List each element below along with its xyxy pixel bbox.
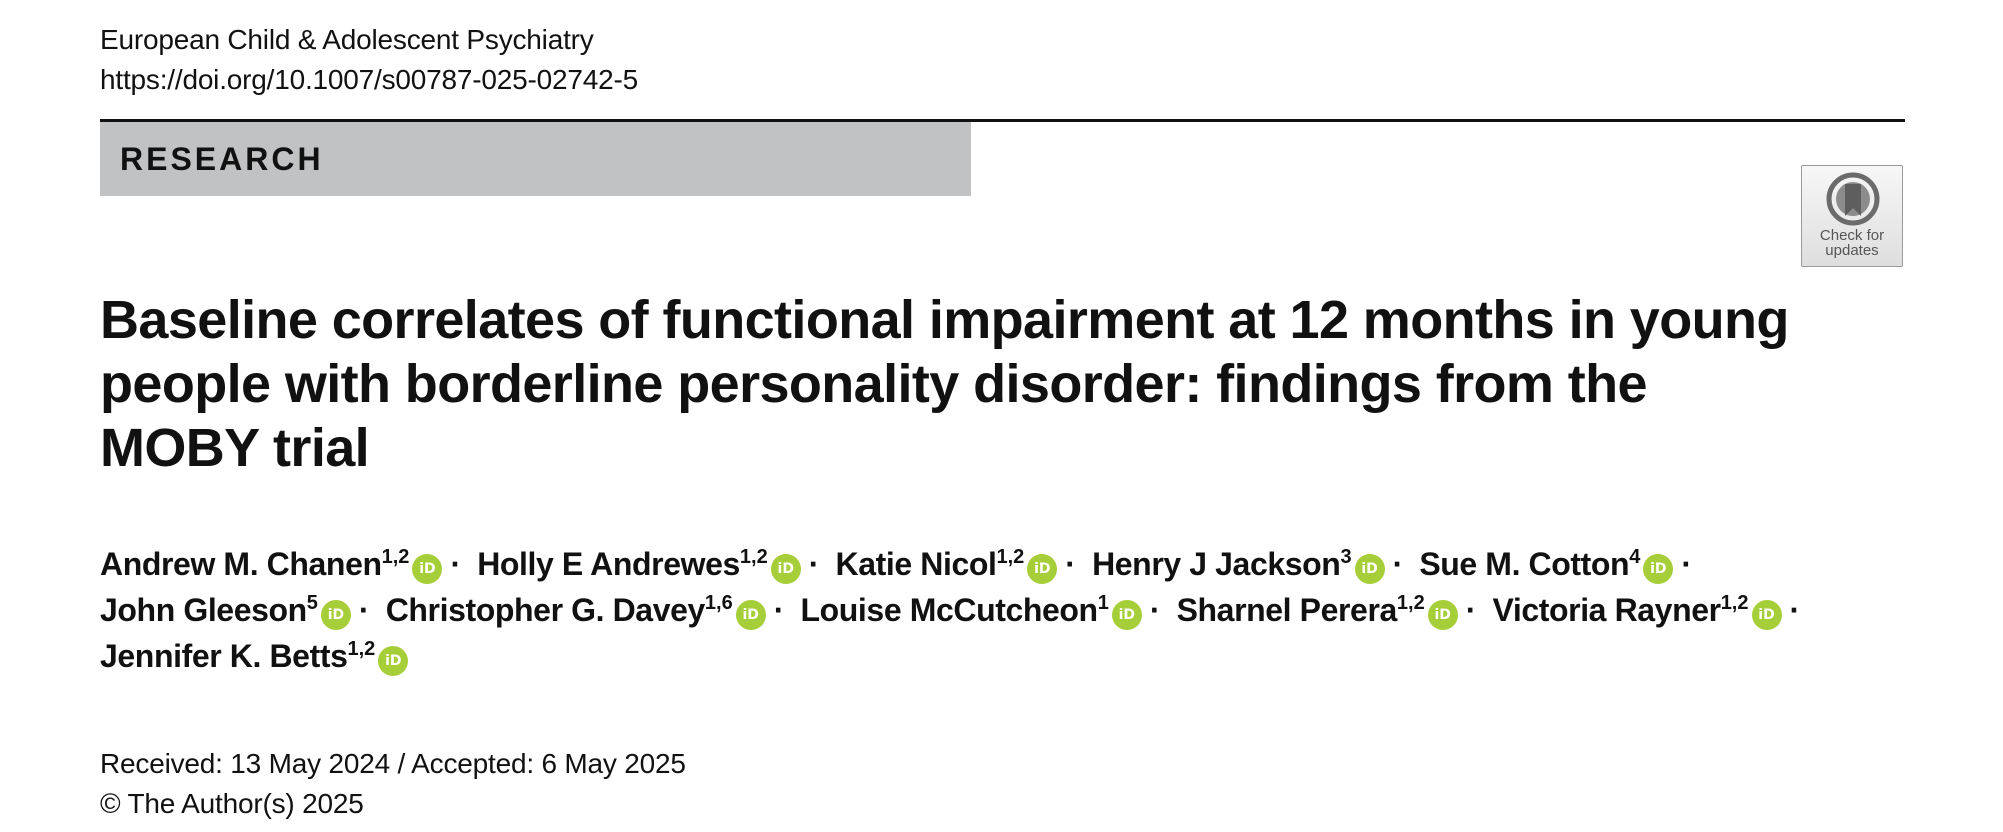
- orcid-icon[interactable]: iD: [378, 646, 409, 676]
- received-accepted-dates: Received: 13 May 2024 / Accepted: 6 May …: [100, 748, 686, 779]
- check-for-updates-button[interactable]: Check for updates: [1801, 165, 1903, 267]
- orcid-icon[interactable]: iD: [1111, 600, 1142, 630]
- author: Sharnel Perera1,2iD ·: [1176, 592, 1484, 630]
- check-for-updates-label: Check for updates: [1819, 227, 1885, 259]
- author-name: Andrew M. Chanen: [100, 546, 382, 582]
- author: John Gleeson5iD ·: [100, 592, 377, 630]
- check-for-updates-bookmark-icon: [1826, 172, 1880, 226]
- article-title: Baseline correlates of functional impair…: [100, 290, 1789, 478]
- author-affiliation: 1,2: [347, 638, 376, 660]
- author-separator: ·: [808, 546, 820, 582]
- section-label-band: RESEARCH: [100, 122, 971, 196]
- author-name: Sharnel Perera: [1176, 592, 1398, 628]
- orcid-icon[interactable]: iD: [1027, 554, 1058, 584]
- author-list: Andrew M. Chanen1,2iD · Holly E Andrewes1…: [100, 541, 1880, 679]
- author: Victoria Rayner1,2iD ·: [1492, 592, 1807, 630]
- author: Louise McCutcheon1iD ·: [800, 592, 1168, 630]
- header-rule: [100, 119, 1905, 122]
- author-separator: ·: [1149, 592, 1161, 628]
- author-affiliation: 1,6: [704, 592, 733, 614]
- author-affiliation: 1,2: [1720, 592, 1749, 614]
- orcid-icon[interactable]: iD: [1354, 554, 1385, 584]
- orcid-icon[interactable]: iD: [320, 600, 351, 630]
- author-name: John Gleeson: [100, 592, 307, 628]
- author: Sue M. Cotton4iD ·: [1419, 546, 1699, 584]
- author-name: Holly E Andrewes: [477, 546, 740, 582]
- author-affiliation: 5: [306, 592, 318, 614]
- author-affiliation: 4: [1629, 546, 1641, 568]
- orcid-icon[interactable]: iD: [412, 554, 443, 584]
- journal-header: European Child & Adolescent Psychiatry h…: [100, 20, 638, 100]
- author-affiliation: 1: [1097, 592, 1109, 614]
- author-affiliation: 1,2: [381, 546, 410, 568]
- author-affiliation: 1,2: [996, 546, 1025, 568]
- author: Jennifer K. Betts1,2iD: [100, 638, 409, 676]
- orcid-icon[interactable]: iD: [1643, 554, 1674, 584]
- doi-link[interactable]: https://doi.org/10.1007/s00787-025-02742…: [100, 64, 639, 95]
- author-affiliation: 1,2: [1396, 592, 1425, 614]
- author-separator: ·: [358, 592, 370, 628]
- orcid-icon[interactable]: iD: [735, 600, 766, 630]
- author-name: Victoria Rayner: [1492, 592, 1721, 628]
- publication-dates: Received: 13 May 2024 / Accepted: 6 May …: [100, 744, 686, 824]
- author-separator: ·: [1065, 546, 1076, 582]
- author: Holly E Andrewes1,2iD ·: [477, 546, 827, 584]
- author: Katie Nicol1,2iD ·: [835, 546, 1084, 584]
- author-name: Katie Nicol: [835, 546, 997, 582]
- author-separator: ·: [1465, 592, 1477, 628]
- section-label: RESEARCH: [120, 141, 324, 177]
- author-name: Jennifer K. Betts: [100, 638, 348, 674]
- orcid-icon[interactable]: iD: [1427, 600, 1458, 630]
- journal-name: European Child & Adolescent Psychiatry: [100, 24, 594, 55]
- author-name: Louise McCutcheon: [800, 592, 1098, 628]
- author-separator: ·: [773, 592, 785, 628]
- author-name: Christopher G. Davey: [385, 592, 706, 628]
- author-affiliation: 3: [1340, 546, 1352, 568]
- author: Andrew M. Chanen1,2iD ·: [100, 546, 469, 584]
- author-separator: ·: [1681, 546, 1692, 582]
- author-separator: ·: [450, 546, 461, 582]
- author-name: Sue M. Cotton: [1419, 546, 1630, 582]
- author: Christopher G. Davey1,6iD ·: [385, 592, 792, 630]
- author-separator: ·: [1789, 592, 1801, 628]
- orcid-icon[interactable]: iD: [1751, 600, 1782, 630]
- author-name: Henry J Jackson: [1092, 546, 1341, 582]
- author: Henry J Jackson3iD ·: [1092, 546, 1411, 584]
- author-separator: ·: [1392, 546, 1404, 582]
- orcid-icon[interactable]: iD: [770, 554, 801, 584]
- author-affiliation: 1,2: [739, 546, 768, 568]
- copyright-notice: © The Author(s) 2025: [100, 788, 364, 819]
